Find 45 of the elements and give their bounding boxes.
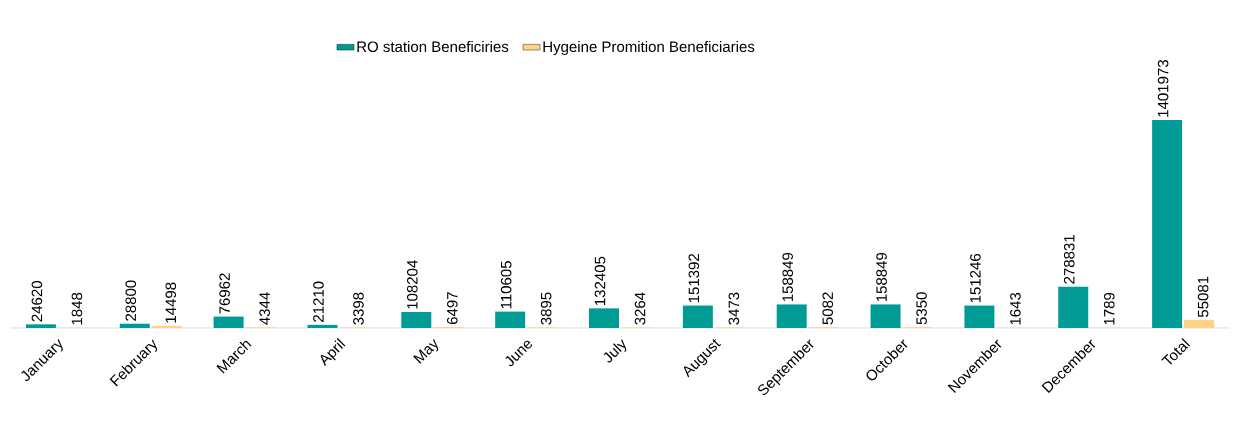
data-label: 158849 xyxy=(782,252,794,302)
data-label: 108204 xyxy=(407,260,418,309)
data-label: 151246 xyxy=(970,253,981,303)
data-label: 3473 xyxy=(728,292,740,325)
data-label: 1848 xyxy=(71,292,83,325)
data-label: 24620 xyxy=(31,281,43,322)
data-label: 1401973 xyxy=(1157,60,1169,117)
data-label: 1643 xyxy=(1010,292,1021,325)
data-label: 158849 xyxy=(876,252,887,302)
legend-label: Hygeine Promition Beneficiaries xyxy=(543,41,755,55)
data-label: 55081 xyxy=(1197,276,1209,318)
x-tick-label: May xyxy=(413,338,439,364)
bar xyxy=(776,304,807,328)
bar xyxy=(119,323,150,328)
bar xyxy=(1184,319,1215,328)
x-tick-label: July xyxy=(603,339,627,363)
data-label: 76962 xyxy=(219,273,230,314)
data-label: 5082 xyxy=(822,292,834,325)
data-label: 1789 xyxy=(1103,292,1115,325)
bar xyxy=(151,325,182,328)
data-label: 21210 xyxy=(313,281,324,322)
data-label: 5350 xyxy=(916,292,927,325)
bar xyxy=(401,311,432,328)
data-label: 4344 xyxy=(259,292,270,325)
bar xyxy=(870,304,901,328)
data-label: 132405 xyxy=(594,256,606,306)
legend-label: RO station Beneficiries xyxy=(357,41,509,53)
bar xyxy=(1058,286,1089,328)
bar xyxy=(964,305,995,328)
data-label: 3264 xyxy=(634,292,646,325)
bar xyxy=(307,324,338,328)
bar xyxy=(1152,120,1183,328)
data-label: 6497 xyxy=(447,292,458,325)
bar xyxy=(495,311,526,328)
data-label: 14498 xyxy=(165,282,177,323)
data-label: 3895 xyxy=(540,292,552,325)
data-label: 110605 xyxy=(500,261,512,309)
data-label: 151392 xyxy=(688,254,700,303)
data-label: 3398 xyxy=(353,292,364,325)
data-label: 28800 xyxy=(125,280,137,321)
bar xyxy=(682,305,713,328)
bar xyxy=(25,324,56,328)
bar xyxy=(213,316,244,328)
bar xyxy=(589,308,620,328)
data-label: 278831 xyxy=(1063,235,1075,284)
